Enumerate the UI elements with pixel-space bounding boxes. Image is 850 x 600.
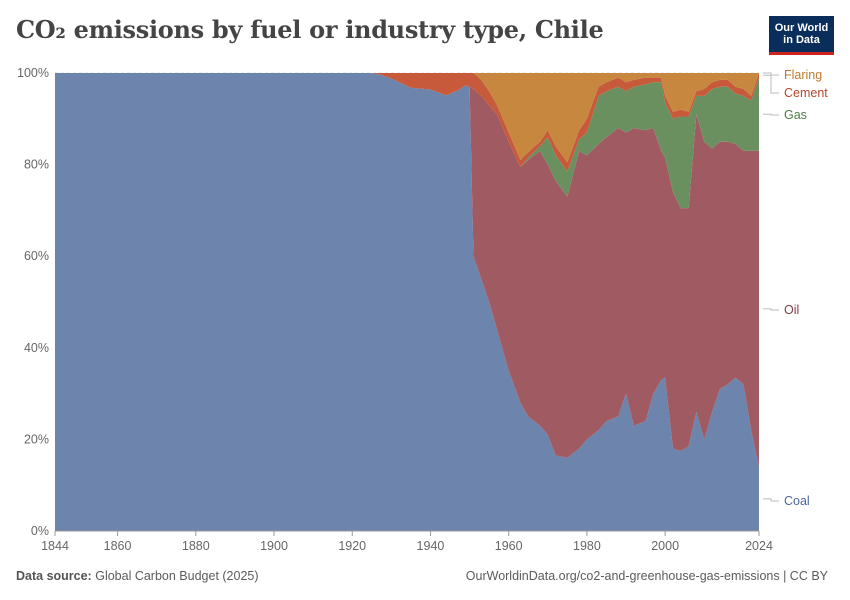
x-tick-label: 1960 <box>495 539 523 553</box>
data-source-link[interactable]: Global Carbon Budget (2025) <box>95 569 259 583</box>
y-tick-label: 40% <box>24 341 49 355</box>
area-oil <box>55 73 759 467</box>
series-label-oil: Oil <box>784 303 799 317</box>
y-tick-label: 60% <box>24 249 49 263</box>
x-tick-label: 1940 <box>417 539 445 553</box>
y-tick-label: 0% <box>31 524 49 538</box>
x-tick-label: 1860 <box>104 539 132 553</box>
logo-line-1: Our World <box>774 22 829 34</box>
label-connector-cement <box>763 74 779 94</box>
label-connector-flaring <box>763 72 779 76</box>
owid-logo[interactable]: Our World in Data <box>769 16 834 55</box>
series-label-cement: Cement <box>784 86 828 100</box>
series-label-gas: Gas <box>784 108 807 122</box>
x-tick-label: 1980 <box>573 539 601 553</box>
label-connector-gas <box>763 113 779 116</box>
area-flaring <box>55 73 759 163</box>
x-tick-label: 2024 <box>745 539 773 553</box>
chart-title: CO₂ emissions by fuel or industry type, … <box>16 15 604 44</box>
x-tick-label: 1900 <box>260 539 288 553</box>
x-tick-label: 1844 <box>41 539 69 553</box>
y-tick-label: 100% <box>17 66 49 80</box>
data-source: Data source: Global Carbon Budget (2025) <box>16 569 259 583</box>
y-tick-label: 20% <box>24 432 49 446</box>
series-label-flaring: Flaring <box>784 68 822 82</box>
label-connector-oil <box>763 308 779 311</box>
x-tick-label: 2000 <box>651 539 679 553</box>
footer-url[interactable]: OurWorldinData.org/co2-and-greenhouse-ga… <box>465 569 828 583</box>
label-connector-coal <box>763 498 779 502</box>
area-coal <box>55 73 759 531</box>
x-tick-label: 1880 <box>182 539 210 553</box>
series-label-coal: Coal <box>784 494 810 508</box>
data-source-label: Data source: <box>16 569 92 583</box>
x-tick-label: 1920 <box>338 539 366 553</box>
logo-line-2: in Data <box>783 34 820 46</box>
area-gas <box>55 73 759 209</box>
y-tick-label: 80% <box>24 158 49 172</box>
